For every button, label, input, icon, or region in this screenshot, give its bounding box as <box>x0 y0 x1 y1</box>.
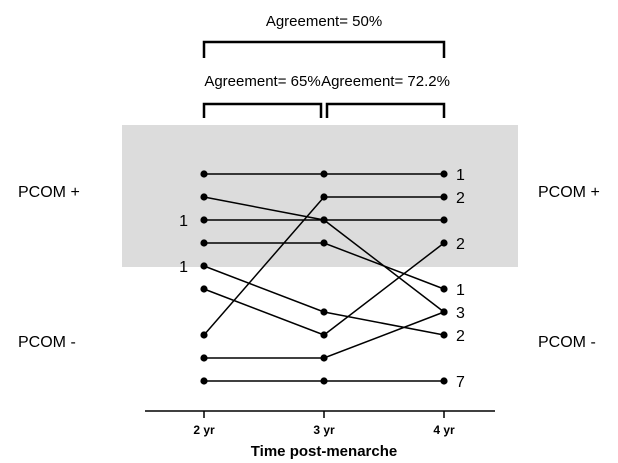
x-axis-title: Time post-menarche <box>251 443 397 460</box>
data-point <box>200 193 208 201</box>
data-point <box>200 354 208 362</box>
data-points <box>200 170 448 385</box>
agreement-brackets: Agreement= 65% Agreement= 72.2% Agreement=… <box>202 13 450 118</box>
data-point <box>200 377 208 385</box>
data-point <box>320 377 328 385</box>
count-label-left: 1 <box>179 259 188 276</box>
data-point <box>200 216 208 224</box>
agreement-label: Agreement= 72.2% <box>321 73 450 90</box>
data-point <box>440 285 448 293</box>
count-label-right: 3 <box>456 305 465 322</box>
count-label-left: 1 <box>179 213 188 230</box>
data-point <box>440 239 448 247</box>
agreement-label: Agreement= 65% <box>204 73 320 90</box>
count-label-right: 1 <box>456 282 465 299</box>
x-tick-label: 3 yr <box>313 423 335 437</box>
count-labels: 1 1 1 2 2 1 3 2 7 <box>179 167 465 391</box>
data-point <box>440 377 448 385</box>
data-point <box>320 354 328 362</box>
agreement-bracket <box>325 102 446 118</box>
data-point <box>440 331 448 339</box>
agreement-label: Agreement= 50% <box>266 13 382 30</box>
band-label-bottom-right: PCOM - <box>538 334 596 351</box>
count-label-right: 7 <box>456 374 465 391</box>
data-point <box>200 331 208 339</box>
data-point <box>440 170 448 178</box>
agreement-bracket <box>202 40 446 58</box>
data-point <box>200 262 208 270</box>
data-point <box>320 193 328 201</box>
data-point <box>320 170 328 178</box>
band-label-top-right: PCOM + <box>538 184 600 201</box>
data-point <box>440 193 448 201</box>
agreement-bracket <box>202 102 323 118</box>
data-point <box>440 308 448 316</box>
count-label-right: 2 <box>456 236 465 253</box>
data-point <box>320 239 328 247</box>
data-point <box>200 170 208 178</box>
band-label-top-left: PCOM + <box>18 184 80 201</box>
data-point <box>320 331 328 339</box>
x-tick-label: 2 yr <box>193 423 215 437</box>
count-label-right: 2 <box>456 190 465 207</box>
x-ticks: 2 yr 3 yr 4 yr <box>193 411 455 437</box>
data-point <box>200 239 208 247</box>
x-tick-label: 4 yr <box>433 423 455 437</box>
data-point <box>320 216 328 224</box>
data-point <box>440 216 448 224</box>
count-label-right: 2 <box>456 328 465 345</box>
band-label-bottom-left: PCOM - <box>18 334 76 351</box>
data-point <box>200 285 208 293</box>
series-line <box>203 265 445 336</box>
data-point <box>320 308 328 316</box>
count-label-right: 1 <box>456 167 465 184</box>
